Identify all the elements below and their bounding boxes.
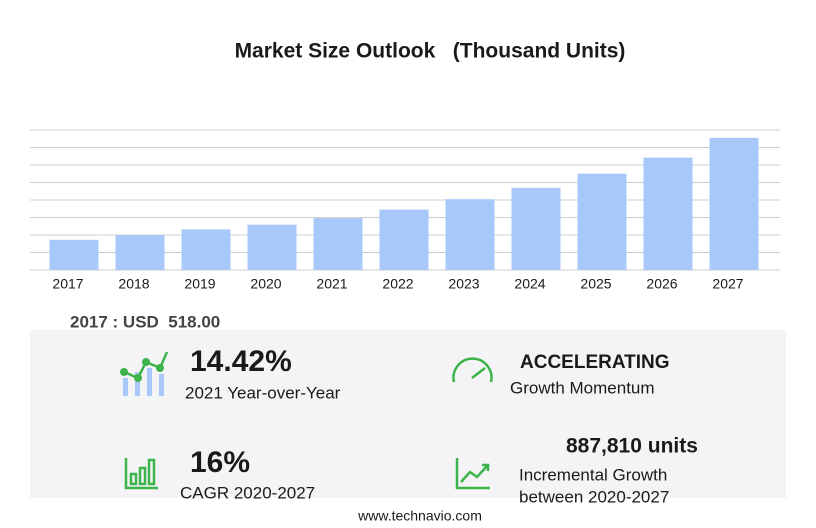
x-tick-label: 2020 <box>250 276 281 292</box>
stat-value: ACCELERATING <box>520 352 670 373</box>
stat-label: Growth Momentum <box>510 378 655 397</box>
bar <box>181 229 231 270</box>
bar <box>577 173 627 270</box>
base-label: 2017 : USD 518.00 <box>70 312 220 331</box>
bar <box>379 209 429 270</box>
x-tick-label: 2027 <box>712 276 743 292</box>
bar <box>49 239 99 270</box>
x-tick-label: 2017 <box>52 276 83 292</box>
stat-label: 2021 Year-over-Year <box>185 383 341 402</box>
bar <box>643 157 693 270</box>
momentum-icon <box>452 357 493 383</box>
bar <box>247 224 297 270</box>
x-tick-label: 2022 <box>382 276 413 292</box>
x-tick-label: 2018 <box>118 276 149 292</box>
x-tick-label: 2024 <box>514 276 545 292</box>
stat-value: 16% <box>190 446 250 479</box>
stat-label: CAGR 2020-2027 <box>180 483 315 502</box>
x-tick-label: 2019 <box>184 276 215 292</box>
incremental-icon <box>455 458 490 490</box>
cagr-icon <box>124 458 158 490</box>
bar <box>313 218 363 270</box>
bar <box>709 137 759 270</box>
stat-value: 14.42% <box>190 345 292 378</box>
x-tick-label: 2021 <box>316 276 347 292</box>
yoy-icon <box>120 351 169 396</box>
bar <box>511 187 561 270</box>
stats-panel <box>30 330 786 498</box>
bar <box>115 235 165 270</box>
bar <box>445 199 495 270</box>
x-tick-label: 2025 <box>580 276 611 292</box>
x-tick-label: 2026 <box>646 276 677 292</box>
stat-label: between 2020-2027 <box>519 487 669 506</box>
stat-label: Incremental Growth <box>519 465 667 484</box>
stat-value: 887,810 units <box>566 435 698 458</box>
chart-title: Market Size Outlook (Thousand Units) <box>235 40 626 63</box>
x-tick-label: 2023 <box>448 276 479 292</box>
footer: www.technavio.com <box>357 508 482 524</box>
